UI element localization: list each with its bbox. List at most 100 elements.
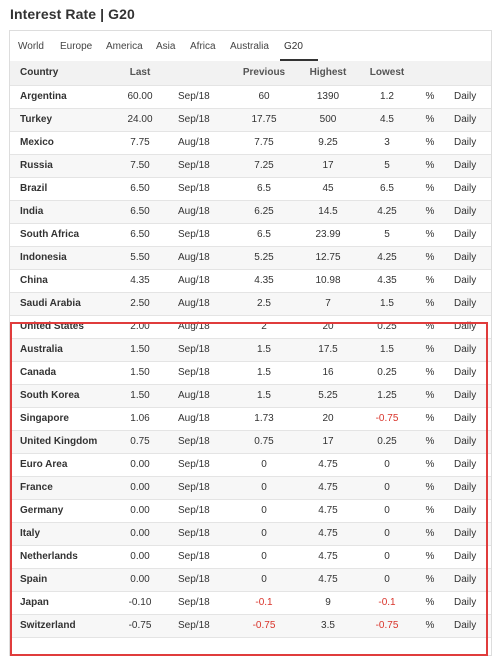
unit-cell: % <box>416 361 444 385</box>
country-cell[interactable]: Italy <box>10 522 110 546</box>
lowest-cell: 1.25 <box>358 384 416 408</box>
lowest-cell: 0 <box>358 476 416 500</box>
reference-cell: Sep/18 <box>170 453 230 477</box>
country-cell[interactable]: Russia <box>10 154 110 178</box>
unit-cell: % <box>416 407 444 431</box>
column-header-country[interactable]: Country <box>10 61 110 86</box>
reference-cell: Sep/18 <box>170 154 230 178</box>
last-cell: 0.00 <box>110 476 170 500</box>
unit-cell: % <box>416 154 444 178</box>
highest-cell: 500 <box>298 108 358 132</box>
country-cell[interactable]: Argentina <box>10 85 110 109</box>
country-cell[interactable]: Australia <box>10 338 110 362</box>
reference-cell: Sep/18 <box>170 591 230 615</box>
previous-cell: 0 <box>230 453 298 477</box>
last-cell: 1.50 <box>110 361 170 385</box>
page-title: Interest Rate | G20 <box>10 6 135 22</box>
lowest-cell: 3 <box>358 131 416 155</box>
last-cell: 6.50 <box>110 200 170 224</box>
previous-cell: 0 <box>230 522 298 546</box>
unit-cell: % <box>416 476 444 500</box>
table-row: India 6.50 Aug/18 6.25 14.5 4.25% Daily <box>10 200 491 224</box>
column-header-highest[interactable]: Highest <box>298 61 358 86</box>
unit-cell: % <box>416 338 444 362</box>
frequency-cell: Daily <box>444 131 491 155</box>
country-cell[interactable]: United Kingdom <box>10 430 110 454</box>
country-cell[interactable]: India <box>10 200 110 224</box>
tab-australia[interactable]: Australia <box>230 41 269 52</box>
highest-cell: 7 <box>298 292 358 316</box>
country-cell[interactable]: Germany <box>10 499 110 523</box>
country-cell[interactable]: Singapore <box>10 407 110 431</box>
tab-europe[interactable]: Europe <box>60 41 93 52</box>
country-cell[interactable]: Brazil <box>10 177 110 201</box>
frequency-cell: Daily <box>444 545 491 569</box>
last-cell: 5.50 <box>110 246 170 270</box>
reference-cell: Aug/18 <box>170 246 230 270</box>
previous-cell: 7.75 <box>230 131 298 155</box>
lowest-cell: 4.25 <box>358 200 416 224</box>
unit-cell: % <box>416 545 444 569</box>
column-header-last[interactable]: Last <box>110 61 170 86</box>
reference-cell: Sep/18 <box>170 338 230 362</box>
country-cell[interactable]: Japan <box>10 591 110 615</box>
column-header-lowest[interactable]: Lowest <box>358 61 416 86</box>
column-header-previous[interactable]: Previous <box>230 61 298 86</box>
country-cell[interactable]: Spain <box>10 568 110 592</box>
country-cell[interactable]: China <box>10 269 110 293</box>
reference-cell: Sep/18 <box>170 85 230 109</box>
country-cell[interactable]: Netherlands <box>10 545 110 569</box>
country-cell[interactable]: France <box>10 476 110 500</box>
previous-cell: 2.5 <box>230 292 298 316</box>
highest-cell: 17.5 <box>298 338 358 362</box>
country-cell[interactable]: Euro Area <box>10 453 110 477</box>
table-row: Netherlands 0.00 Sep/18 0 4.75 0% Daily <box>10 545 491 569</box>
tab-g20[interactable]: G20 <box>284 41 303 52</box>
country-cell[interactable]: Mexico <box>10 131 110 155</box>
country-cell[interactable]: United States <box>10 315 110 339</box>
lowest-cell: 0 <box>358 568 416 592</box>
unit-cell: % <box>416 200 444 224</box>
country-cell[interactable]: Turkey <box>10 108 110 132</box>
tab-africa[interactable]: Africa <box>190 41 216 52</box>
table-row: Russia 7.50 Sep/18 7.25 17 5% Daily <box>10 154 491 178</box>
table-row: France 0.00 Sep/18 0 4.75 0% Daily <box>10 476 491 500</box>
country-cell[interactable]: South Africa <box>10 223 110 247</box>
tab-asia[interactable]: Asia <box>156 41 176 52</box>
reference-cell: Sep/18 <box>170 223 230 247</box>
highest-cell: 17 <box>298 430 358 454</box>
frequency-cell: Daily <box>444 108 491 132</box>
lowest-cell: -0.1 <box>358 591 416 615</box>
unit-cell: % <box>416 499 444 523</box>
frequency-cell: Daily <box>444 154 491 178</box>
country-cell[interactable]: Indonesia <box>10 246 110 270</box>
reference-cell: Sep/18 <box>170 522 230 546</box>
country-cell[interactable]: South Korea <box>10 384 110 408</box>
table-row: Singapore 1.06 Aug/18 1.73 20 -0.75% Daily <box>10 407 491 431</box>
tab-world[interactable]: World <box>18 41 44 52</box>
highest-cell: 14.5 <box>298 200 358 224</box>
previous-cell: 5.25 <box>230 246 298 270</box>
lowest-cell: 1.2 <box>358 85 416 109</box>
highest-cell: 4.75 <box>298 522 358 546</box>
highest-cell: 4.75 <box>298 476 358 500</box>
last-cell: 6.50 <box>110 223 170 247</box>
unit-cell: % <box>416 453 444 477</box>
country-cell[interactable]: Canada <box>10 361 110 385</box>
last-cell: 1.50 <box>110 338 170 362</box>
interest-rate-table: Country Last Previous Highest Lowest Arg… <box>10 61 491 638</box>
country-cell[interactable]: Saudi Arabia <box>10 292 110 316</box>
tab-america[interactable]: America <box>106 41 143 52</box>
column-header-unit <box>416 61 444 86</box>
unit-cell: % <box>416 131 444 155</box>
frequency-cell: Daily <box>444 361 491 385</box>
country-cell[interactable]: Switzerland <box>10 614 110 638</box>
reference-cell: Sep/18 <box>170 568 230 592</box>
highest-cell: 10.98 <box>298 269 358 293</box>
reference-cell: Sep/18 <box>170 361 230 385</box>
lowest-cell: 0.25 <box>358 361 416 385</box>
previous-cell: 6.5 <box>230 223 298 247</box>
active-tab-indicator <box>280 59 318 61</box>
last-cell: 0.00 <box>110 522 170 546</box>
lowest-cell: 0 <box>358 522 416 546</box>
